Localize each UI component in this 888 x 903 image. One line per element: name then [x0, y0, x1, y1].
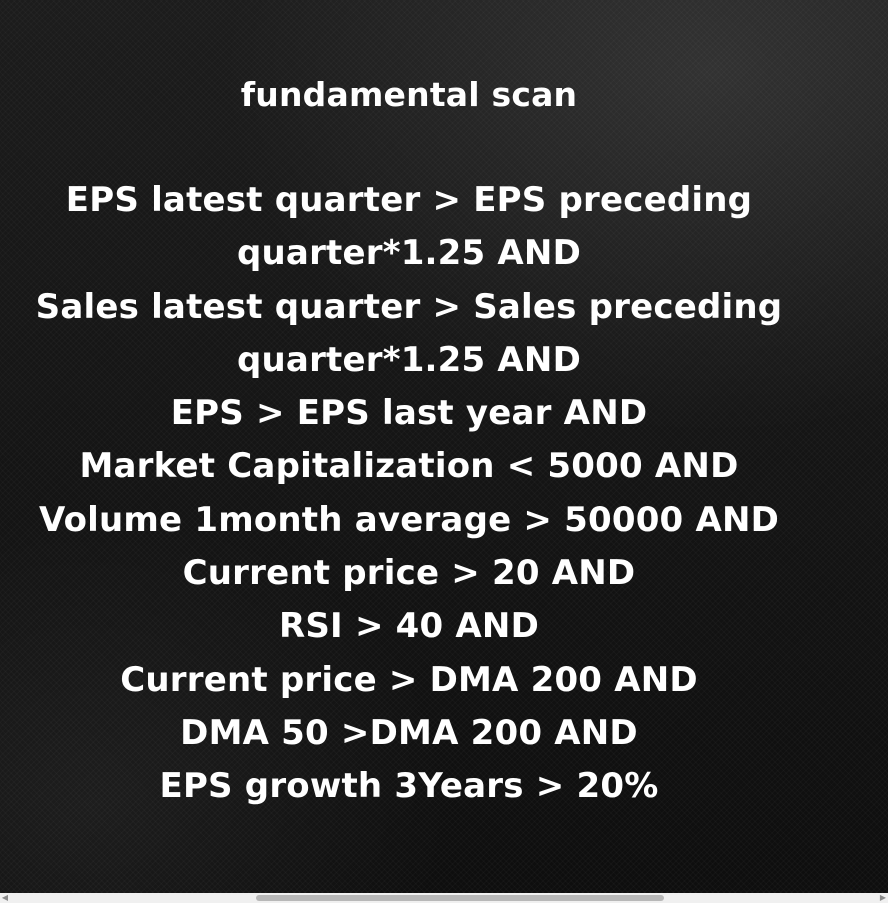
criteria-line: EPS > EPS last year AND	[170, 393, 648, 434]
criteria-line: quarter*1.25 AND	[236, 233, 582, 274]
scan-text-block: fundamental scan EPS latest quarter > EP…	[0, 68, 818, 814]
scrollbar-thumb[interactable]	[256, 895, 664, 901]
criteria-line: DMA 50 >DMA 200 AND	[180, 712, 638, 753]
scroll-left-arrow-icon[interactable]: ◀	[1, 893, 9, 902]
criteria-line: Current price > DMA 200 AND	[120, 659, 698, 700]
horizontal-scrollbar[interactable]: ◀ ▶	[0, 893, 888, 903]
criteria-line: Market Capitalization < 5000 AND	[79, 446, 739, 487]
criteria-line: quarter*1.25 AND	[236, 339, 582, 380]
criteria-line: Sales latest quarter > Sales preceding	[35, 286, 783, 327]
criteria-line: RSI > 40 AND	[278, 606, 540, 647]
scan-title: fundamental scan	[240, 75, 578, 114]
criteria-line: EPS growth 3Years > 20%	[159, 766, 659, 807]
criteria-line: Volume 1month average > 50000 AND	[38, 499, 780, 540]
criteria-line: Current price > 20 AND	[182, 553, 636, 594]
criteria-line: EPS latest quarter > EPS preceding	[65, 180, 753, 220]
criteria-list: EPS latest quarter > EPS preceding quart…	[0, 174, 818, 814]
scroll-right-arrow-icon[interactable]: ▶	[879, 893, 887, 902]
